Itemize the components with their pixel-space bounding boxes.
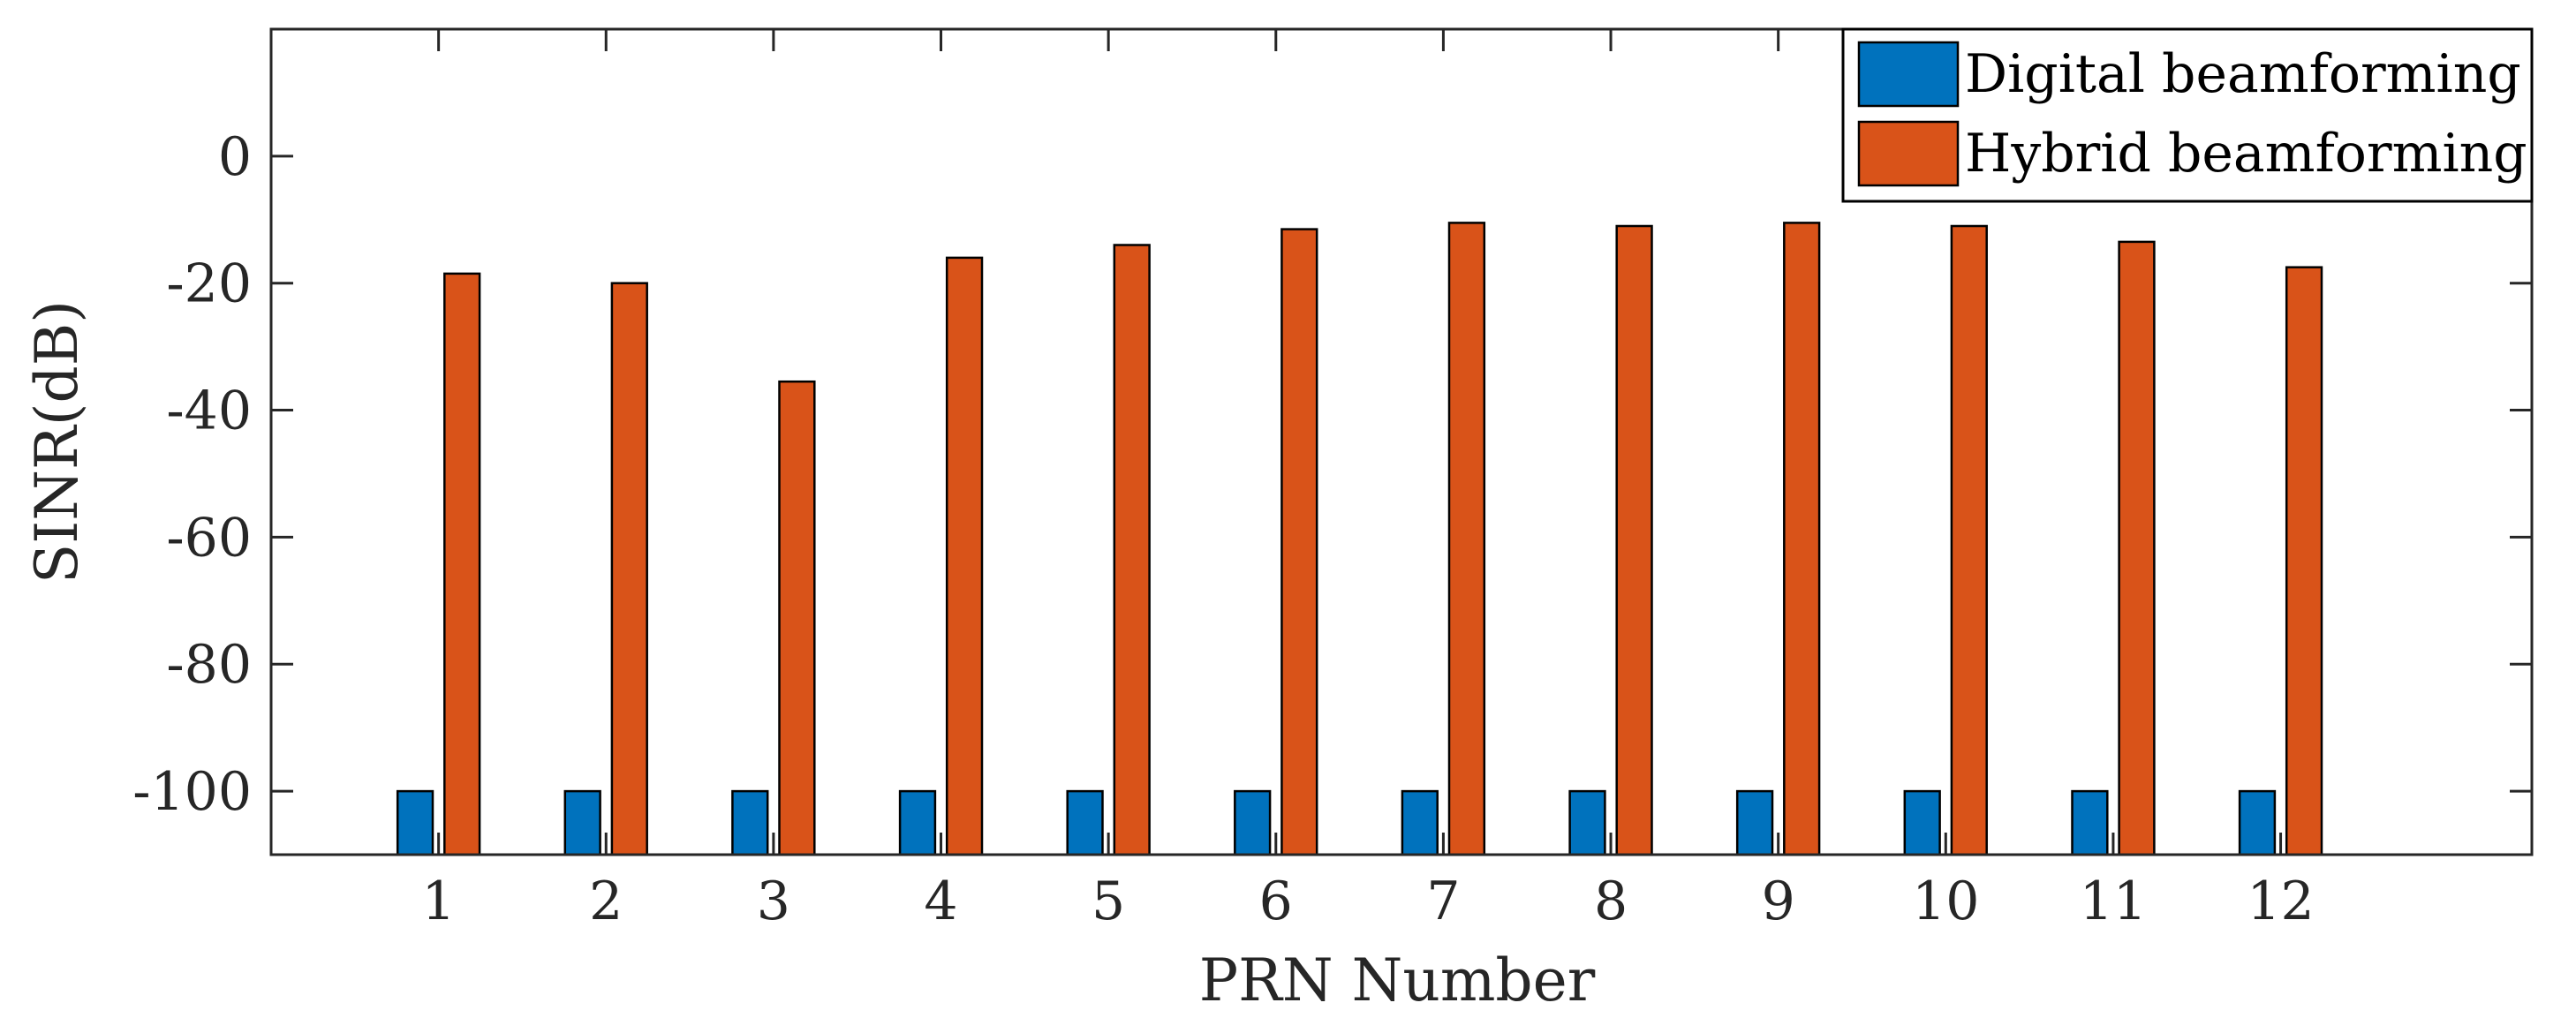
hybrid-bar-prn-3	[778, 380, 816, 856]
y-tick-label: 0	[218, 126, 252, 188]
x-tick-label: 5	[1092, 871, 1125, 932]
y-axis-title: SINR(dB)	[23, 300, 91, 584]
digital-bar-prn-10	[1903, 789, 1941, 856]
x-tick-label: 6	[1259, 871, 1293, 932]
x-tick-label: 3	[757, 871, 790, 932]
digital-bar-prn-9	[1735, 789, 1774, 856]
hybrid-bar-prn-9	[1783, 222, 1821, 856]
hybrid-bar-prn-11	[2118, 240, 2156, 856]
digital-bar-prn-4	[898, 789, 937, 856]
digital-bar-prn-5	[1066, 789, 1104, 856]
digital-bar-prn-6	[1234, 789, 1272, 856]
hybrid-bar-prn-7	[1447, 222, 1486, 856]
legend-swatch	[1857, 41, 1960, 108]
y-tick-label: -40	[166, 381, 252, 442]
digital-bar-prn-3	[731, 789, 769, 856]
x-tick-label: 1	[422, 871, 456, 932]
x-tick-label: 10	[1912, 871, 1979, 932]
hybrid-bar-prn-5	[1113, 244, 1151, 856]
hybrid-bar-prn-10	[1950, 224, 1988, 856]
digital-bar-prn-11	[2071, 789, 2109, 856]
legend-label: Hybrid beamforming	[1965, 123, 2527, 185]
y-tick-label: -20	[166, 253, 252, 315]
x-tick-label: 11	[2080, 871, 2147, 932]
y-tick-label: -100	[132, 761, 252, 823]
hybrid-bar-prn-8	[1615, 224, 1653, 856]
x-tick-label: 9	[1762, 871, 1795, 932]
x-tick-label: 4	[924, 871, 957, 932]
hybrid-bar-prn-2	[610, 282, 648, 856]
legend-label: Digital beamforming	[1965, 43, 2521, 105]
x-tick-label: 12	[2247, 871, 2314, 932]
legend-swatch	[1857, 120, 1960, 187]
bars-layer	[396, 222, 2323, 856]
hybrid-bar-prn-4	[945, 256, 984, 856]
x-tick-label: 2	[589, 871, 623, 932]
hybrid-bar-prn-12	[2285, 266, 2323, 856]
digital-bar-prn-1	[396, 789, 434, 856]
hybrid-bar-prn-1	[443, 272, 481, 856]
digital-bar-prn-8	[1568, 789, 1606, 856]
digital-bar-prn-2	[563, 789, 601, 856]
digital-bar-prn-12	[2238, 789, 2277, 856]
x-tick-label: 8	[1594, 871, 1628, 932]
legend: Digital beamforming Hybrid beamforming	[1841, 27, 2534, 203]
y-tick-label: -60	[166, 507, 252, 569]
hybrid-bar-prn-6	[1280, 228, 1318, 856]
digital-bar-prn-7	[1401, 789, 1439, 856]
y-tick-label: -80	[166, 634, 252, 696]
x-axis-title: PRN Number	[1199, 946, 1596, 1014]
axes-box	[269, 27, 2534, 856]
x-tick-label: 7	[1426, 871, 1460, 932]
